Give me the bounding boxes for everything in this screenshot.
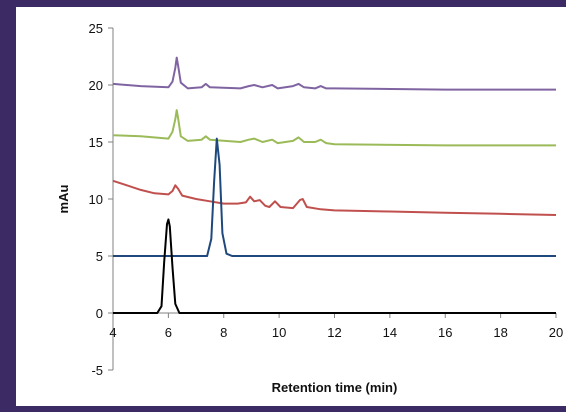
chromatogram-chart: -5 0 5 10 15 20 25 4 6 8 10 12 14 16 18 20 Retention ti… bbox=[56, 21, 564, 395]
x-tick-label: 14 bbox=[383, 325, 397, 340]
y-axis-title: mAu bbox=[56, 184, 71, 213]
y-tick-label: 15 bbox=[89, 135, 103, 150]
series-line-3 bbox=[112, 179, 557, 216]
x-axis-title: Retention time (min) bbox=[272, 380, 398, 395]
chart-panel: -5 0 5 10 15 20 25 4 6 8 10 12 14 16 18 20 Retention ti… bbox=[16, 7, 566, 406]
x-tick-label: 4 bbox=[109, 325, 116, 340]
series-line-1 bbox=[112, 56, 556, 91]
x-tick-label: 12 bbox=[327, 325, 341, 340]
y-tick-label: 0 bbox=[96, 306, 103, 321]
series-group bbox=[112, 56, 557, 314]
x-tick-label: 16 bbox=[438, 325, 452, 340]
series-line-4 bbox=[113, 137, 556, 257]
series-line-2 bbox=[112, 109, 556, 147]
y-tick-label: 20 bbox=[89, 78, 103, 93]
x-tick-label: 18 bbox=[493, 325, 507, 340]
y-tick-label: 25 bbox=[89, 21, 103, 36]
x-tick-label: 10 bbox=[272, 325, 286, 340]
y-tick-label: -5 bbox=[91, 363, 103, 378]
y-tick-label: 10 bbox=[89, 192, 103, 207]
x-tick-label: 8 bbox=[220, 325, 227, 340]
x-tick-label: 6 bbox=[165, 325, 172, 340]
series-line-5 bbox=[113, 218, 556, 314]
tick-labels: -5 0 5 10 15 20 25 4 6 8 10 12 14 16 18 20 bbox=[89, 21, 564, 378]
y-tick-label: 5 bbox=[96, 249, 103, 264]
axes bbox=[108, 27, 557, 371]
x-tick-label: 20 bbox=[549, 325, 563, 340]
